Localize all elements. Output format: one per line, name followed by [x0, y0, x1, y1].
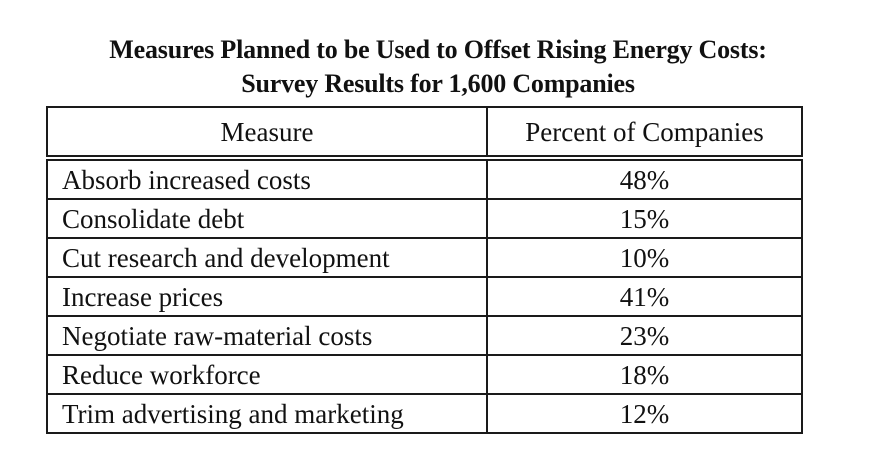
- measure-cell: Increase prices: [46, 277, 488, 317]
- table-row: Reduce workforce 18%: [46, 355, 803, 395]
- measure-cell: Trim advertising and marketing: [46, 394, 488, 434]
- percent-cell: 23%: [486, 316, 803, 356]
- table-row: Increase prices 41%: [46, 277, 803, 317]
- percent-cell: 41%: [486, 277, 803, 317]
- header-row: Measure Percent of Companies: [46, 107, 803, 161]
- percent-cell: 15%: [486, 199, 803, 239]
- table-title: Measures Planned to be Used to Offset Ri…: [109, 35, 767, 64]
- header-percent: Percent of Companies: [486, 107, 803, 161]
- measure-cell: Cut research and development: [46, 238, 488, 278]
- measure-cell: Reduce workforce: [46, 355, 488, 395]
- table-row: Cut research and development 10%: [46, 238, 803, 278]
- table-row: Trim advertising and marketing 12%: [46, 394, 803, 434]
- header-measure: Measure: [46, 107, 488, 161]
- percent-cell: 10%: [486, 238, 803, 278]
- table-row: Negotiate raw-material costs 23%: [46, 316, 803, 356]
- table-subtitle: Survey Results for 1,600 Companies: [241, 69, 635, 98]
- percent-cell: 48%: [486, 158, 803, 200]
- table-row: Absorb increased costs 48%: [46, 158, 803, 200]
- table-row: Consolidate debt 15%: [46, 199, 803, 239]
- measure-cell: Absorb increased costs: [46, 158, 488, 200]
- measure-cell: Consolidate debt: [46, 199, 488, 239]
- percent-cell: 18%: [486, 355, 803, 395]
- measure-cell: Negotiate raw-material costs: [46, 316, 488, 356]
- percent-cell: 12%: [486, 394, 803, 434]
- survey-table: Measure Percent of Companies Absorb incr…: [46, 106, 803, 434]
